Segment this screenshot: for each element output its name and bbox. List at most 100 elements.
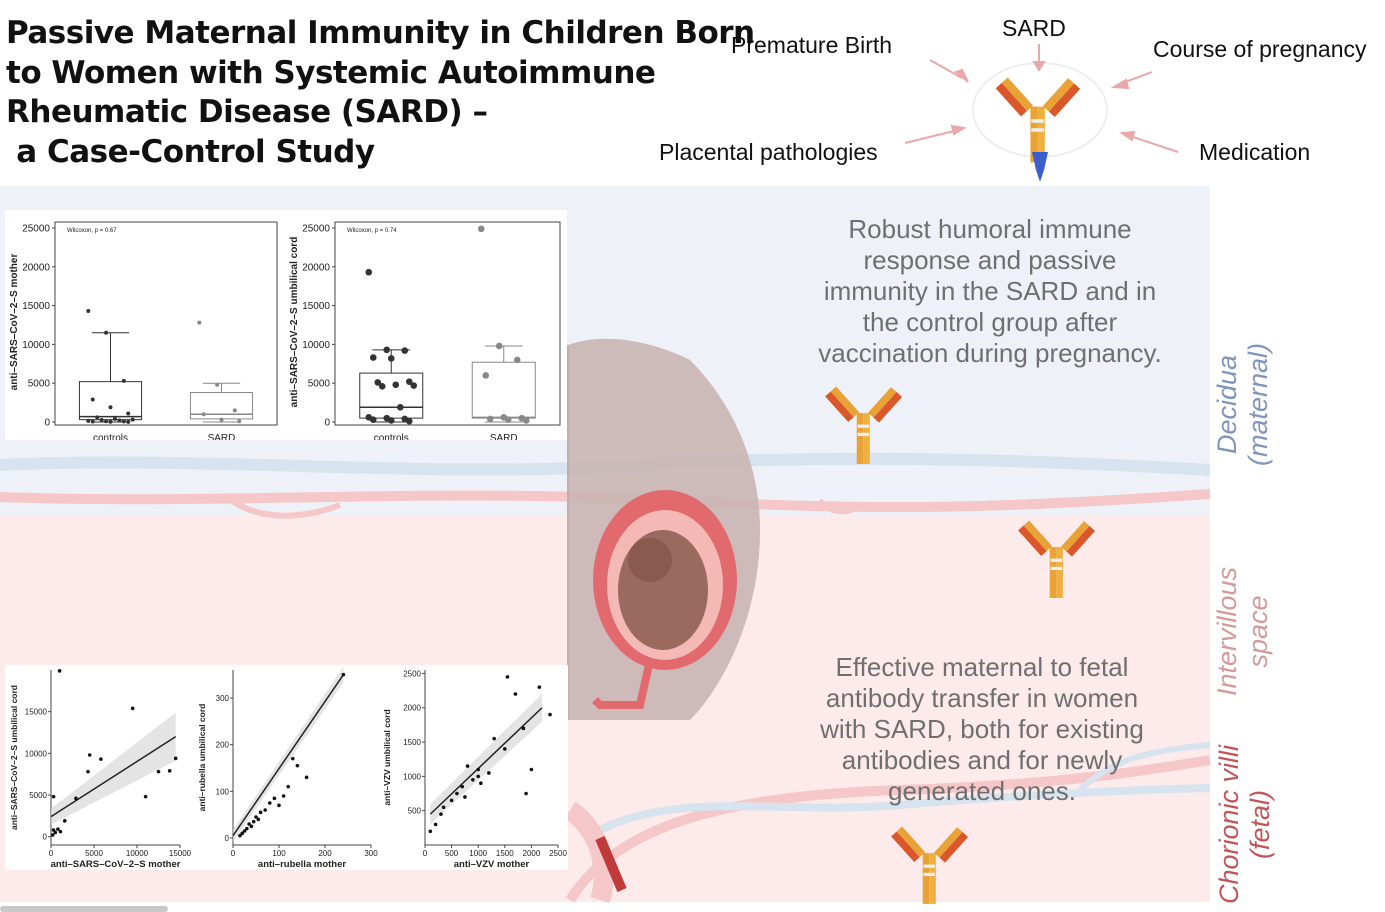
x-tick-label: 2500 <box>549 849 567 858</box>
data-point <box>463 795 467 799</box>
y-tick-label: 15000 <box>25 708 48 717</box>
factor-premature-birth: Premature Birth <box>731 32 893 58</box>
x-tick-label: 0 <box>231 849 236 858</box>
data-point <box>258 810 263 815</box>
title-line-1: Passive Maternal Immunity in Children Bo… <box>6 15 755 51</box>
scatter-vzv: 0 500 1000 1500 2000 2500 500 1000 1500 2000 2500 a… <box>383 665 568 870</box>
data-point <box>295 763 300 768</box>
poster-title: Passive Maternal Immunity in Children Bo… <box>6 14 755 172</box>
x-category-label: controls <box>93 433 128 440</box>
data-point <box>86 769 90 774</box>
regression-line <box>429 707 543 815</box>
y-tick-label: 300 <box>216 694 230 703</box>
factor-sard: SARD <box>1002 15 1066 41</box>
data-point <box>50 833 55 837</box>
data-point <box>281 794 286 798</box>
data-point <box>62 819 67 823</box>
y-axis-label: anti–rubella umbilical cord <box>197 704 207 812</box>
data-point <box>513 692 518 696</box>
y-tick-label: 15000 <box>302 301 330 312</box>
data-point <box>410 382 418 389</box>
data-point <box>237 419 242 424</box>
data-point <box>471 778 475 782</box>
data-point <box>90 397 95 402</box>
data-point <box>503 747 507 751</box>
data-point <box>238 833 242 838</box>
stat-label: Wilcoxon, p = 0.67 <box>67 228 117 234</box>
scatter-sars-cov-2: 0 5000 10000 15000050001000015000anti–SARS–… <box>5 665 193 870</box>
data-point <box>505 675 510 679</box>
factor-course-of-pregnancy: Course of pregnancy <box>1153 36 1367 62</box>
title-line-4: a Case-Control Study <box>6 133 375 170</box>
x-tick-label: 200 <box>318 849 332 858</box>
data-point <box>249 824 254 829</box>
data-point <box>387 355 395 362</box>
layer-label-chorionic: Chorionic villi (fetal) <box>1214 744 1275 904</box>
confidence-band <box>430 693 543 825</box>
data-point <box>486 415 494 423</box>
data-point <box>86 418 91 423</box>
data-point <box>272 796 277 801</box>
scatter-rubella: 0 100 200 300 0 100 200 300 anti–rubella mother a… <box>193 665 383 870</box>
data-point <box>286 784 290 789</box>
y-tick-label: 25000 <box>22 224 50 235</box>
y-tick-label: 10000 <box>25 749 48 758</box>
y-tick-label: 25000 <box>302 224 330 235</box>
data-point <box>56 827 60 831</box>
data-point <box>112 416 117 421</box>
y-tick-label: 15000 <box>22 301 50 312</box>
x-tick-label: 100 <box>272 849 286 858</box>
data-point <box>121 378 126 383</box>
data-point <box>117 418 122 423</box>
boxplot-umbilical-cord: Wilcoxon, p = 0.74 anti–SARS–CoV–2–S umbi… <box>285 210 567 440</box>
stat-label: Wilcoxon, p = 0.74 <box>347 228 397 234</box>
data-point <box>87 753 92 757</box>
x-tick-label: 1000 <box>469 849 487 858</box>
data-point <box>268 801 272 805</box>
x-tick-label: 1500 <box>496 849 514 858</box>
x-tick-label: 2000 <box>523 849 541 858</box>
data-point <box>476 767 480 772</box>
x-axis-label: anti–rubella mother <box>258 859 346 870</box>
scrollbar-thumb[interactable] <box>0 906 168 912</box>
data-point <box>219 417 224 422</box>
data-point <box>53 830 58 835</box>
data-point <box>277 803 281 808</box>
data-point <box>95 415 100 420</box>
y-axis-label: anti–SARS–CoV–2–S mother <box>9 254 20 391</box>
data-point <box>197 320 202 325</box>
data-point <box>460 784 465 789</box>
y-tick-label: 20000 <box>22 262 50 273</box>
y-tick-label: 0 <box>324 418 330 429</box>
data-point <box>215 382 220 387</box>
box-iqr <box>471 361 536 419</box>
data-point <box>90 419 95 424</box>
title-line-2: to Women with Systemic Autoimmune <box>6 54 656 91</box>
x-category-label: SARD <box>208 433 236 440</box>
y-tick-label: 5000 <box>28 379 51 390</box>
data-point <box>126 411 131 416</box>
x-tick-label: 0 <box>423 849 428 858</box>
data-point <box>433 822 438 827</box>
data-point <box>130 706 135 711</box>
y-tick-label: 5000 <box>29 791 47 800</box>
data-point <box>104 330 109 335</box>
regression-line <box>50 736 177 818</box>
data-point <box>383 346 391 354</box>
y-tick-label: 0 <box>44 418 50 429</box>
finding-antibody-transfer: Effective maternal to fetal antibody tra… <box>820 652 1144 806</box>
y-tick-label: 100 <box>216 787 230 796</box>
data-point <box>254 815 258 819</box>
y-tick-label: 2500 <box>403 669 421 678</box>
data-point <box>291 756 295 761</box>
data-point <box>477 225 485 233</box>
layer-label-decidua: Decidua (maternal) <box>1212 342 1273 466</box>
data-point <box>365 268 373 276</box>
data-point <box>74 796 78 801</box>
y-axis-label: anti–SARS–CoV–2–S umbilical cord <box>9 685 19 830</box>
x-category-label: controls <box>374 433 409 440</box>
data-point <box>504 416 512 423</box>
x-tick-label: 15000 <box>169 849 192 858</box>
data-point <box>57 669 62 673</box>
data-point <box>476 774 480 779</box>
